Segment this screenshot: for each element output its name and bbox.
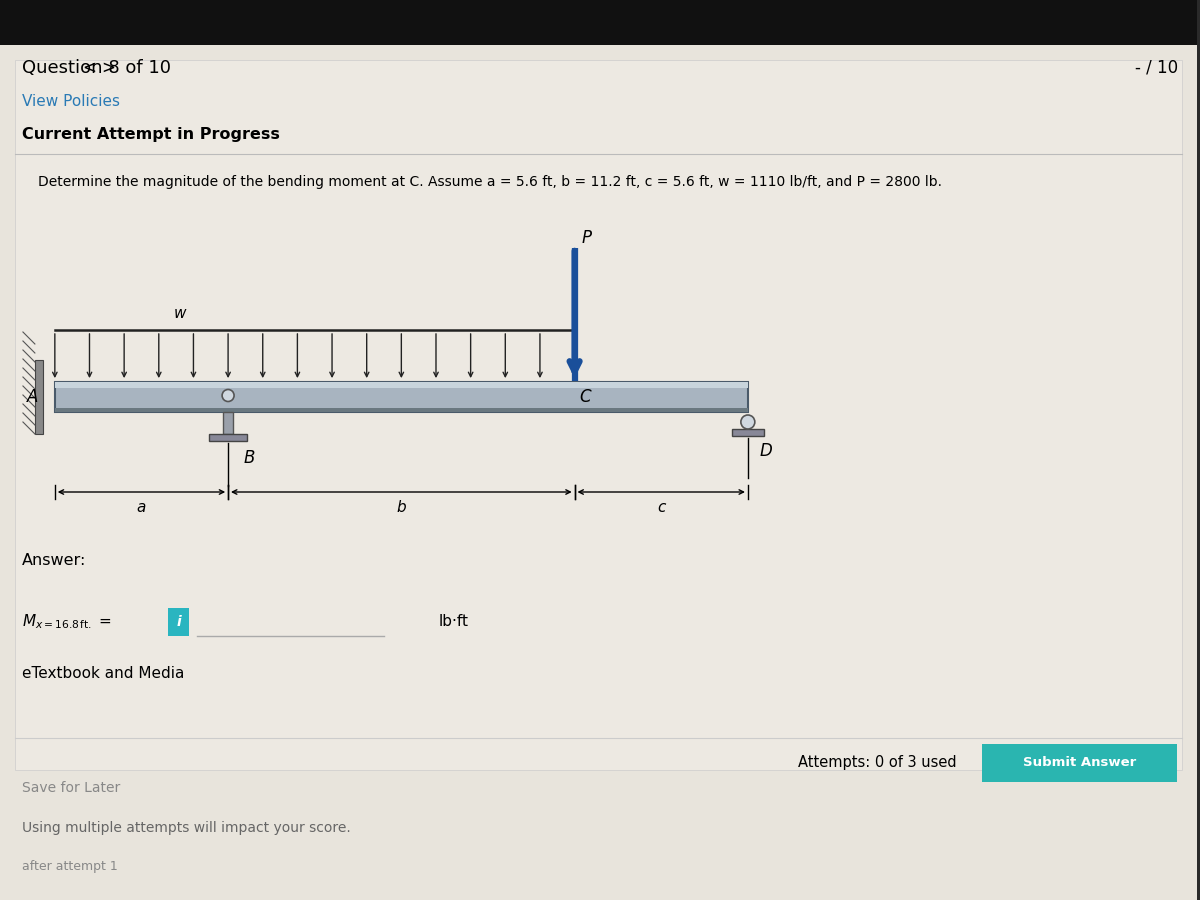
Text: C: C bbox=[580, 388, 592, 406]
Text: Current Attempt in Progress: Current Attempt in Progress bbox=[22, 128, 280, 142]
Bar bbox=[168, 608, 190, 636]
Text: >: > bbox=[102, 59, 115, 77]
Text: Question 8 of 10: Question 8 of 10 bbox=[22, 59, 170, 77]
Bar bbox=[209, 434, 247, 441]
Text: D: D bbox=[760, 442, 773, 460]
Text: Answer:: Answer: bbox=[22, 553, 86, 568]
Bar bbox=[732, 429, 763, 436]
Text: w: w bbox=[173, 306, 186, 321]
Text: c: c bbox=[658, 500, 666, 515]
Bar bbox=[223, 412, 233, 434]
Text: A: A bbox=[28, 388, 38, 406]
Text: $M_{x = 16.8\,\mathrm{ft.}}$ =: $M_{x = 16.8\,\mathrm{ft.}}$ = bbox=[22, 613, 112, 632]
Text: Attempts: 0 of 3 used: Attempts: 0 of 3 used bbox=[798, 754, 956, 770]
Bar bbox=[0, 0, 1196, 45]
Text: Using multiple attempts will impact your score.: Using multiple attempts will impact your… bbox=[22, 821, 350, 835]
Text: a: a bbox=[137, 500, 146, 515]
Text: lb·ft: lb·ft bbox=[439, 615, 469, 629]
Text: Save for Later: Save for Later bbox=[22, 781, 120, 795]
Bar bbox=[14, 60, 1182, 770]
Text: - / 10: - / 10 bbox=[1135, 59, 1178, 77]
Bar bbox=[55, 408, 748, 412]
Text: Submit Answer: Submit Answer bbox=[1022, 757, 1136, 770]
Text: <: < bbox=[82, 59, 96, 77]
Bar bbox=[55, 382, 748, 388]
Bar bbox=[35, 360, 43, 434]
Circle shape bbox=[222, 390, 234, 401]
Text: i: i bbox=[176, 615, 181, 629]
Circle shape bbox=[740, 415, 755, 429]
Text: after attempt 1: after attempt 1 bbox=[22, 860, 118, 873]
Text: B: B bbox=[244, 449, 254, 467]
Text: Determine the magnitude of the bending moment at C. Assume a = 5.6 ft, b = 11.2 : Determine the magnitude of the bending m… bbox=[38, 175, 942, 189]
Bar bbox=[55, 382, 748, 412]
Bar bbox=[982, 744, 1177, 782]
Text: eTextbook and Media: eTextbook and Media bbox=[22, 666, 185, 681]
Text: b: b bbox=[396, 500, 406, 515]
Text: P: P bbox=[582, 229, 592, 247]
Text: View Policies: View Policies bbox=[22, 94, 120, 110]
